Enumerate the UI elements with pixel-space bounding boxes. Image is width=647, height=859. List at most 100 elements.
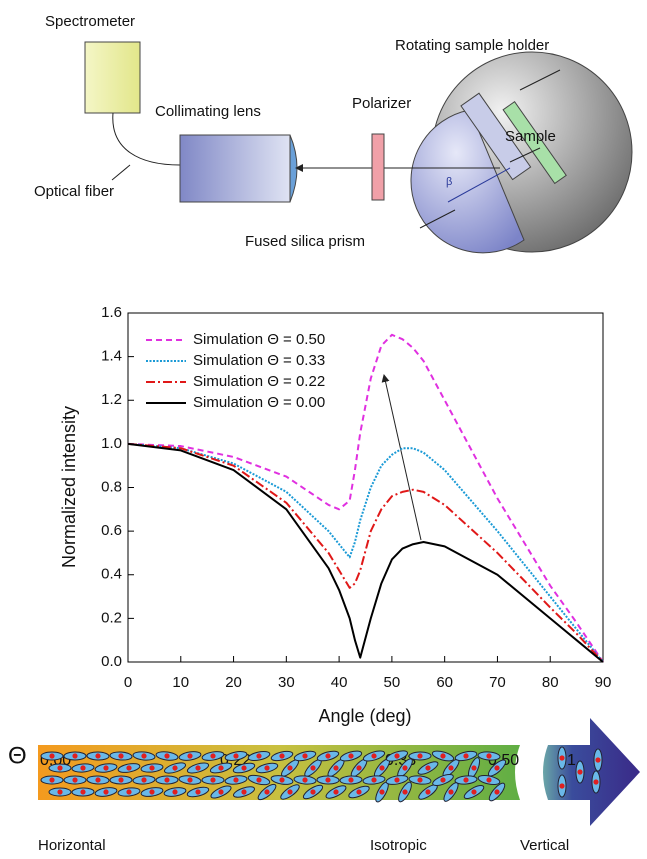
series-line — [127, 442, 604, 663]
molecule-core — [49, 777, 55, 783]
molecule-core — [164, 777, 170, 783]
label: Spectrometer — [45, 13, 135, 30]
molecule-core — [417, 777, 423, 783]
leader — [419, 209, 456, 229]
molecule-core — [325, 753, 331, 759]
molecule — [48, 763, 72, 773]
chart: Angle (deg) Normalized intensity 0 10 20 30… — [59, 304, 612, 726]
molecule — [454, 750, 478, 762]
setup-diagram: Spectrometer Rotating sample holder Pola… — [34, 13, 633, 254]
molecule-core — [195, 789, 201, 795]
molecule-core — [264, 789, 270, 795]
molecule — [155, 751, 179, 761]
molecule-core — [149, 789, 155, 795]
molecule — [233, 786, 255, 798]
y-tick-label: 0.0 — [101, 653, 122, 670]
molecule — [488, 782, 506, 802]
molecule-core — [233, 753, 239, 759]
molecule-core — [425, 789, 431, 795]
molecule — [140, 763, 164, 773]
molecule — [408, 751, 432, 761]
molecule-core — [425, 765, 431, 771]
trend-arrow — [381, 374, 422, 541]
molecule-core — [149, 765, 155, 771]
molecule — [477, 751, 501, 761]
molecule-core — [103, 765, 109, 771]
x-tick-label: 0 — [124, 674, 132, 691]
prism-face — [460, 92, 532, 181]
molecule — [257, 783, 277, 801]
molecule — [210, 785, 232, 799]
molecule — [117, 763, 141, 773]
molecule — [94, 787, 118, 797]
molecule — [385, 775, 409, 785]
molecule — [63, 751, 87, 761]
x-tick-label: 40 — [331, 674, 348, 691]
molecule-core — [118, 777, 124, 783]
molecule-core — [218, 789, 224, 795]
molecule-core — [486, 753, 492, 759]
molecule-core — [95, 753, 101, 759]
legend-label: Simulation Θ = 0.22 — [193, 373, 325, 390]
molecule — [163, 762, 187, 774]
x-tick-label: 90 — [595, 674, 612, 691]
molecule — [132, 751, 156, 761]
molecule-core — [118, 753, 124, 759]
series-line — [127, 442, 604, 663]
molecule — [140, 787, 164, 797]
molecule-core — [95, 777, 101, 783]
molecule — [178, 775, 202, 785]
molecule-core — [57, 789, 63, 795]
label: Collimating lens — [155, 103, 261, 120]
fiber — [112, 112, 181, 166]
molecule — [557, 774, 567, 798]
molecule-core — [264, 765, 270, 771]
molecule-core — [356, 789, 362, 795]
theta-symbol: Θ — [8, 742, 27, 769]
molecule — [48, 787, 72, 797]
label: Fused silica prism — [245, 233, 365, 250]
molecule — [362, 750, 386, 762]
molecule — [155, 775, 179, 785]
molecule — [593, 748, 603, 772]
molecule-core — [141, 777, 147, 783]
molecule — [86, 751, 110, 761]
molecule-core — [471, 765, 477, 771]
molecule-core — [463, 777, 469, 783]
scale-label: Vertical — [520, 837, 569, 854]
molecule-core — [440, 753, 446, 759]
molecule — [463, 785, 485, 799]
label: Polarizer — [352, 95, 411, 112]
y-tick-label: 0.6 — [101, 522, 122, 539]
lens-body — [179, 134, 291, 203]
molecule-core — [333, 765, 339, 771]
molecule — [432, 773, 454, 787]
molecule — [454, 775, 478, 785]
molecule — [201, 751, 225, 761]
molecule — [408, 775, 432, 785]
series-line — [127, 442, 604, 663]
scale-label: Isotropic — [370, 837, 427, 854]
molecule-core — [210, 777, 216, 783]
normal — [447, 167, 511, 203]
molecule-core — [256, 753, 262, 759]
molecule-core — [172, 765, 178, 771]
molecule — [209, 762, 233, 774]
molecule-core — [210, 753, 216, 759]
molecule-core — [379, 765, 385, 771]
molecule-core — [494, 789, 500, 795]
molecule-core — [302, 753, 308, 759]
molecule-core — [195, 765, 201, 771]
spectrometer-box — [84, 41, 141, 114]
molecule-core — [593, 779, 599, 785]
molecule — [224, 775, 248, 785]
molecule — [109, 751, 133, 761]
molecule-core — [187, 753, 193, 759]
y-tick-label: 1.2 — [101, 391, 122, 408]
molecule — [316, 750, 340, 762]
molecule-core — [494, 765, 500, 771]
molecule — [316, 775, 340, 785]
molecule-core — [279, 753, 285, 759]
molecule-core — [126, 765, 132, 771]
molecule-core — [241, 789, 247, 795]
